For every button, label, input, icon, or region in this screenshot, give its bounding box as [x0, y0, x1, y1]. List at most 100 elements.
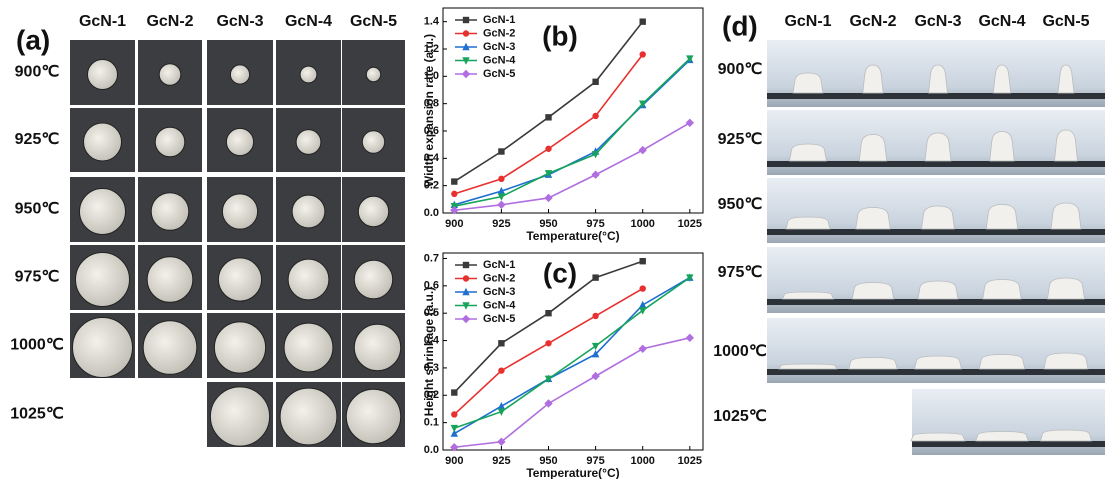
x-tick-label: 1025 [678, 218, 702, 230]
row-label: 950℃ [15, 201, 60, 218]
marker [639, 146, 647, 154]
x-tick-label: 925 [492, 218, 510, 230]
x-tick-label: 925 [492, 455, 510, 467]
sample [786, 217, 830, 229]
x-tick-label: 950 [539, 218, 557, 230]
column-label: GcN-1 [784, 13, 831, 30]
sample [354, 324, 400, 370]
marker [463, 17, 469, 23]
marker [639, 345, 647, 353]
sample [859, 135, 887, 162]
legend-label: GcN-1 [483, 259, 515, 271]
marker [545, 340, 551, 346]
sample [779, 364, 837, 369]
marker [592, 113, 598, 119]
sample [911, 433, 965, 441]
marker [462, 315, 470, 323]
sample [80, 189, 126, 235]
figure: (a) GcN-1GcN-2GcN-3GcN-4GcN-5900℃925℃950… [0, 0, 1108, 479]
marker [686, 334, 694, 342]
row-label: 975℃ [15, 269, 60, 286]
sample [366, 67, 380, 81]
sample [354, 260, 392, 298]
sample [214, 322, 265, 373]
sample [852, 283, 894, 300]
y-tick-label: 0.7 [424, 252, 439, 264]
column-label: GcN-5 [350, 13, 397, 30]
sample [73, 318, 133, 378]
marker [591, 372, 599, 380]
sample [918, 281, 958, 299]
column-label: GcN-3 [914, 13, 961, 30]
marker [640, 258, 646, 264]
x-tick-label: 1025 [678, 455, 702, 467]
marker [451, 411, 457, 417]
sample [790, 144, 827, 161]
column-label: GcN-3 [216, 13, 263, 30]
y-axis-label: Width expansion rate (a.u.) [422, 34, 436, 187]
column-label: GcN-1 [79, 13, 126, 30]
x-tick-label: 1000 [630, 455, 654, 467]
sample [300, 66, 317, 83]
legend-label: GcN-5 [483, 313, 515, 325]
stage [767, 299, 1105, 305]
sample [1055, 130, 1078, 161]
sample [1051, 203, 1081, 229]
legend-label: GcN-3 [483, 41, 515, 53]
x-axis-label: Temperature(°C) [526, 229, 619, 243]
sample [143, 321, 197, 375]
marker [545, 146, 551, 152]
sample [284, 323, 333, 372]
sample [362, 131, 384, 153]
marker [451, 178, 457, 184]
marker [640, 18, 646, 24]
marker [592, 343, 599, 350]
sample [983, 280, 1022, 300]
y-tick-label: 0.0 [424, 444, 439, 456]
sample [218, 258, 261, 301]
marker [451, 389, 457, 395]
x-axis-label: Temperature(°C) [526, 466, 619, 479]
marker [591, 171, 599, 179]
sample [296, 130, 321, 155]
chart-title: (b) [542, 20, 578, 51]
sample [976, 432, 1029, 442]
sample [222, 194, 257, 229]
sample [922, 206, 955, 229]
sample [1041, 430, 1092, 441]
column-label: GcN-4 [978, 13, 1025, 30]
marker [545, 310, 551, 316]
sample [783, 292, 834, 299]
row-label: 1000℃ [713, 343, 767, 360]
marker [592, 79, 598, 85]
marker [498, 340, 504, 346]
sample [159, 64, 181, 86]
sample [793, 73, 823, 93]
y-tick-label: 0.0 [424, 207, 439, 219]
sample [88, 60, 118, 90]
stage [767, 369, 1105, 375]
marker [639, 307, 646, 314]
legend-label: GcN-3 [483, 286, 515, 298]
legend-label: GcN-2 [483, 27, 515, 39]
series-line [454, 338, 690, 447]
sample [856, 208, 891, 230]
chart-title: (c) [543, 257, 577, 288]
marker [463, 262, 469, 268]
series-line [454, 123, 690, 210]
marker [545, 114, 551, 120]
sample [986, 205, 1018, 230]
legend-label: GcN-2 [483, 272, 515, 284]
marker [462, 70, 470, 78]
x-tick-label: 950 [539, 455, 557, 467]
row-label: 900℃ [718, 61, 763, 78]
sample [358, 196, 388, 226]
sample [288, 259, 329, 300]
row-label: 1025℃ [10, 406, 64, 423]
sample [84, 123, 122, 161]
sample [230, 65, 249, 84]
sample [849, 358, 898, 370]
sample [863, 65, 884, 93]
